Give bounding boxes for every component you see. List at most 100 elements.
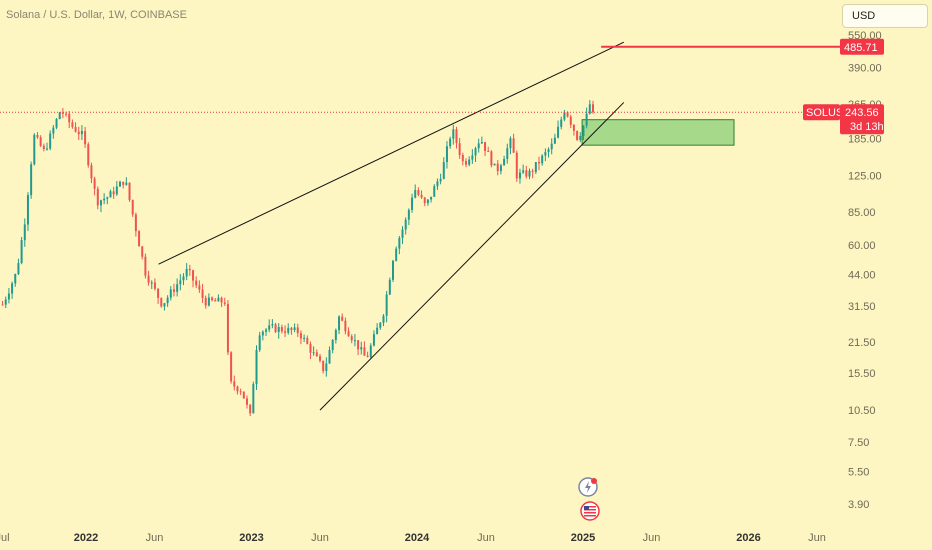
candle-body <box>379 322 382 328</box>
candle-body <box>160 297 163 307</box>
candle-body <box>122 181 125 185</box>
currency-selector[interactable]: USD <box>842 4 928 28</box>
candle-body <box>366 355 369 357</box>
candle <box>433 184 436 197</box>
candle-body <box>1 304 4 306</box>
candle <box>277 323 280 339</box>
candle <box>217 294 220 302</box>
candle-body <box>166 297 169 304</box>
candle <box>293 323 296 333</box>
candle <box>90 162 93 184</box>
candle <box>525 165 528 179</box>
candle-body <box>245 398 248 405</box>
candle <box>188 264 191 276</box>
candle <box>93 176 96 196</box>
x-axis-tick-label: Jun <box>146 532 164 544</box>
candle-body <box>496 163 499 172</box>
candle <box>325 357 328 377</box>
candle <box>306 335 309 345</box>
candle-body <box>138 231 141 247</box>
candle-body <box>534 161 537 172</box>
candle <box>26 192 29 232</box>
lower-trendline[interactable] <box>319 102 625 411</box>
candle <box>322 360 325 374</box>
candle-body <box>303 337 306 339</box>
candle-body <box>93 178 96 189</box>
candle-body <box>20 240 23 264</box>
candle <box>588 100 591 115</box>
candle <box>258 331 261 352</box>
candle-body <box>506 148 509 159</box>
candle <box>369 343 372 359</box>
candle-body <box>55 118 58 128</box>
candle <box>125 177 128 186</box>
candle-body <box>185 268 188 277</box>
candle <box>236 385 239 395</box>
candle-body <box>357 340 360 350</box>
lightning-icon[interactable] <box>578 477 598 497</box>
candle <box>576 130 579 142</box>
candle <box>385 291 388 323</box>
candle-body <box>128 182 131 200</box>
candle <box>395 246 398 262</box>
candle <box>420 190 423 199</box>
x-axis-tick-label: 2022 <box>74 532 98 544</box>
candle <box>106 196 109 205</box>
candle <box>547 147 550 158</box>
candle-body <box>4 299 7 305</box>
candle <box>471 149 474 164</box>
candle <box>17 258 20 276</box>
candle-body <box>293 327 296 331</box>
candle-body <box>207 297 210 306</box>
candle <box>172 283 175 297</box>
candle <box>528 168 531 180</box>
candle <box>233 375 236 391</box>
candle-body <box>420 194 423 198</box>
candle-body <box>226 303 229 353</box>
candle <box>382 314 385 327</box>
candle-body <box>372 334 375 346</box>
candle-body <box>322 360 325 372</box>
candle <box>426 199 429 206</box>
candle-body <box>499 165 502 172</box>
candle-body <box>271 324 274 326</box>
candle-body <box>411 197 414 210</box>
candle <box>553 133 556 144</box>
candle-body <box>134 214 137 232</box>
y-axis-tick-label: 44.00 <box>848 269 876 281</box>
candle-body <box>74 127 77 132</box>
candle-body <box>452 129 455 139</box>
candle <box>185 263 188 281</box>
candle <box>207 293 210 307</box>
candle <box>138 230 141 247</box>
candle-body <box>119 181 122 187</box>
candle <box>160 297 163 308</box>
candle-body <box>39 137 42 146</box>
candle-body <box>391 260 394 280</box>
x-axis-tick-label: Jul <box>0 532 10 544</box>
candle-body <box>525 170 528 177</box>
symbol-label: SOLUSD <box>806 107 851 119</box>
upper-trendline[interactable] <box>158 41 625 265</box>
demand-zone-rectangle[interactable] <box>581 119 735 146</box>
y-axis-tick-label: 15.50 <box>848 368 876 380</box>
candle-body <box>569 116 572 125</box>
candle-body <box>42 145 45 150</box>
us-flag-icon[interactable] <box>580 501 600 521</box>
candle <box>372 330 375 347</box>
candle-body <box>188 268 191 271</box>
candle-body <box>360 347 363 350</box>
candle <box>131 199 134 217</box>
candle-body <box>363 347 366 356</box>
candle-body <box>582 125 585 136</box>
candle <box>14 273 17 287</box>
candle-body <box>414 190 417 198</box>
candle-body <box>68 113 71 123</box>
candle-body <box>401 229 404 238</box>
candle <box>506 143 509 164</box>
candle <box>379 321 382 330</box>
candle <box>87 142 90 168</box>
last-price-label: 243.56 <box>845 107 879 119</box>
